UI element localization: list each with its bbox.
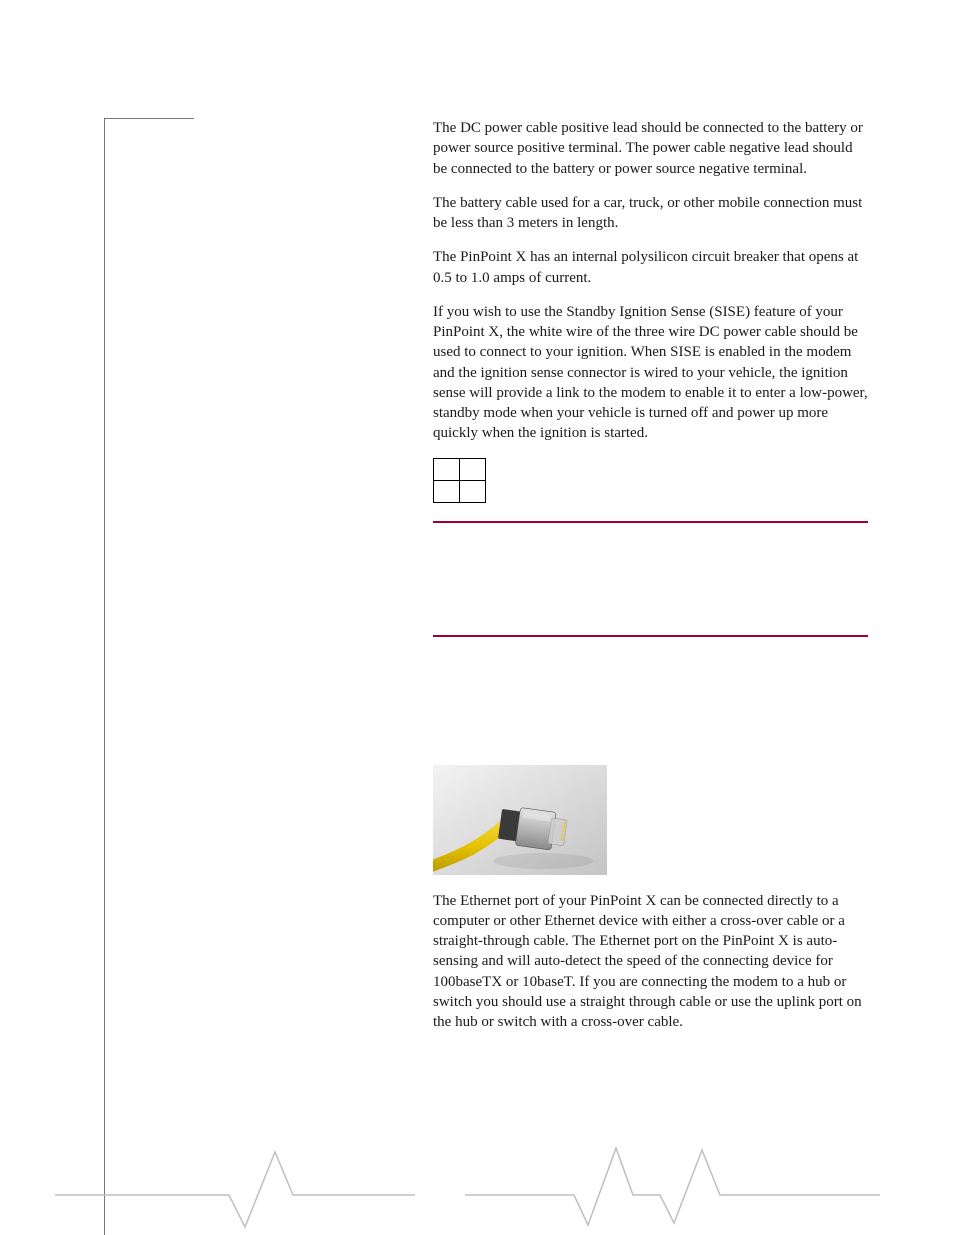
sidebar-rule-horizontal xyxy=(104,118,194,119)
section-subheading xyxy=(433,653,868,679)
body-paragraph: If you wish to use the Standby Ignition … xyxy=(433,302,868,444)
table-cell xyxy=(460,458,486,480)
body-paragraph: The Ethernet port of your PinPoint X can… xyxy=(433,891,868,1033)
ethernet-cable-photo xyxy=(433,765,868,875)
rj45-cable-icon xyxy=(433,765,607,875)
footer-heartbeat-icon xyxy=(0,1135,954,1235)
sidebar-rule-vertical xyxy=(104,118,105,1235)
body-paragraph: The battery cable used for a car, truck,… xyxy=(433,193,868,234)
table-cell xyxy=(460,480,486,502)
section-heading xyxy=(433,539,868,565)
section-rule xyxy=(433,521,868,523)
table-cell xyxy=(434,480,460,502)
main-column: The DC power cable positive lead should … xyxy=(433,118,868,1046)
body-paragraph: The DC power cable positive lead should … xyxy=(433,118,868,179)
table-cell xyxy=(434,458,460,480)
power-pinout-table xyxy=(433,458,868,503)
body-paragraph: The PinPoint X has an internal polysilic… xyxy=(433,247,868,288)
section-rule xyxy=(433,635,868,637)
